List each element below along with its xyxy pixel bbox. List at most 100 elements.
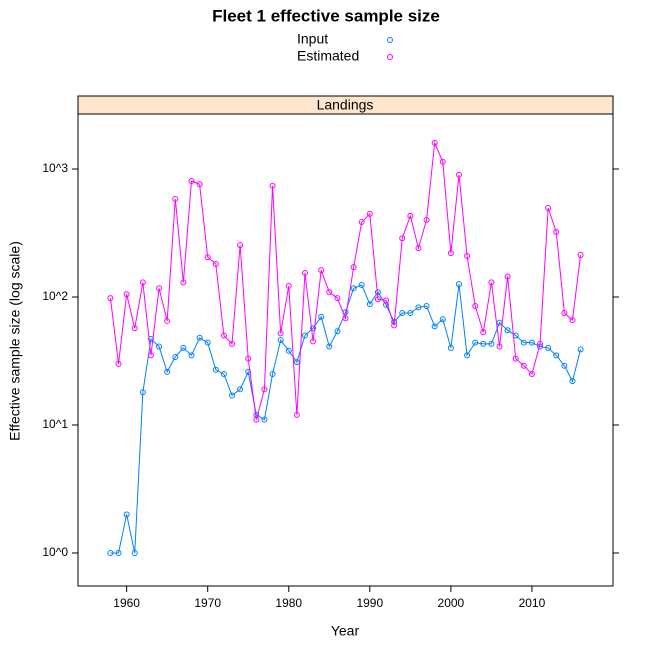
data-point [204, 254, 211, 261]
data-point [334, 295, 341, 302]
data-point [520, 362, 527, 369]
x-axis-label: Year [331, 623, 360, 639]
data-point [439, 158, 446, 165]
data-point [245, 368, 252, 375]
data-point [131, 325, 138, 332]
data-point [326, 289, 333, 296]
data-point [107, 295, 114, 302]
legend-marker [387, 37, 393, 43]
data-point [577, 251, 584, 258]
data-point [318, 313, 325, 320]
data-point [147, 352, 154, 359]
data-point [139, 389, 146, 396]
data-point [496, 343, 503, 350]
data-point [115, 549, 122, 556]
data-point [520, 339, 527, 346]
data-point [569, 317, 576, 324]
data-point [229, 340, 236, 347]
data-point [383, 297, 390, 304]
x-tick-label: 1990 [356, 596, 383, 610]
legend-marker [387, 54, 393, 60]
data-point [561, 309, 568, 316]
data-point [512, 355, 519, 362]
data-point [334, 328, 341, 335]
data-point [407, 309, 414, 316]
y-tick-label: 10^1 [42, 417, 68, 431]
data-point [261, 386, 268, 393]
data-point [318, 267, 325, 274]
data-point [472, 303, 479, 310]
data-point [301, 332, 308, 339]
data-point [245, 355, 252, 362]
x-tick-label: 2000 [438, 596, 465, 610]
data-point [545, 344, 552, 351]
data-point [350, 285, 357, 292]
data-point [139, 279, 146, 286]
data-point [391, 322, 398, 329]
data-point [253, 416, 260, 423]
data-point [285, 282, 292, 289]
data-point [188, 177, 195, 184]
chart-title: Fleet 1 effective sample size [212, 6, 440, 25]
data-point [480, 329, 487, 336]
data-point [488, 279, 495, 286]
data-point [537, 340, 544, 347]
data-point [172, 195, 179, 202]
data-point [423, 216, 430, 223]
data-point [115, 360, 122, 367]
data-point [180, 344, 187, 351]
data-point [423, 303, 430, 310]
data-point [107, 549, 114, 556]
data-point [123, 291, 130, 298]
data-point [188, 352, 195, 359]
data-point [399, 235, 406, 242]
legend-label: Input [297, 31, 328, 47]
data-point [147, 335, 154, 342]
data-point [472, 339, 479, 346]
data-point [164, 368, 171, 375]
x-tick-label: 2010 [519, 596, 546, 610]
data-point [196, 181, 203, 188]
data-point [366, 210, 373, 217]
legend-label: Estimated [297, 48, 359, 64]
data-point [569, 378, 576, 385]
data-point [553, 352, 560, 359]
data-point [342, 315, 349, 322]
data-point [277, 337, 284, 344]
data-point [358, 282, 365, 289]
data-point [528, 339, 535, 346]
data-point [156, 343, 163, 350]
data-point [131, 549, 138, 556]
x-tick-label: 1960 [113, 596, 140, 610]
data-point [455, 281, 462, 288]
data-point [220, 371, 227, 378]
x-tick-label: 1970 [194, 596, 221, 610]
series-line [109, 140, 582, 420]
data-point [447, 344, 454, 351]
y-tick-label: 10^3 [42, 161, 68, 175]
data-point [366, 301, 373, 308]
data-point [553, 228, 560, 235]
data-point [480, 340, 487, 347]
data-point [431, 139, 438, 146]
data-point [277, 330, 284, 337]
data-point [237, 386, 244, 393]
data-point [447, 250, 454, 257]
data-point [350, 264, 357, 271]
data-point [204, 339, 211, 346]
data-point [504, 327, 511, 334]
data-point [545, 204, 552, 211]
data-point [326, 343, 333, 350]
data-point [455, 171, 462, 178]
data-point [310, 325, 317, 332]
data-point [310, 338, 317, 345]
data-point [261, 416, 268, 423]
data-point [439, 316, 446, 323]
data-point [301, 269, 308, 276]
x-tick-label: 1980 [275, 596, 302, 610]
data-point [212, 261, 219, 268]
data-point [293, 359, 300, 366]
data-point [488, 340, 495, 347]
